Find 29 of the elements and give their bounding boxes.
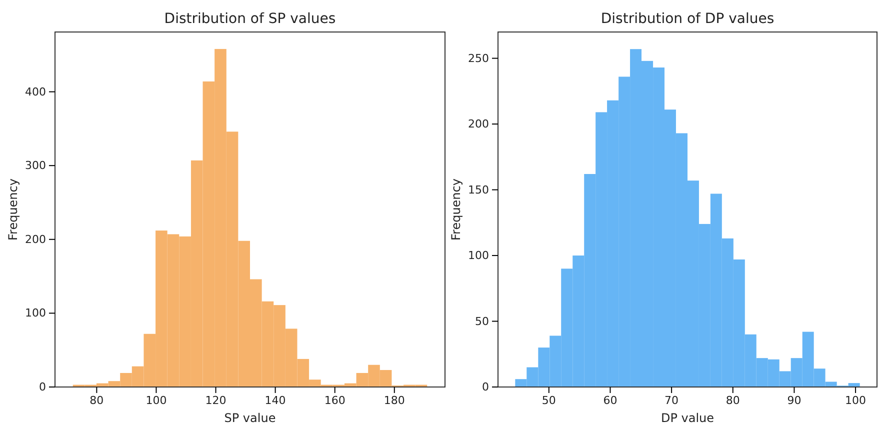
x-tick-label: 120 [205, 394, 226, 407]
x-tick-label: 50 [542, 394, 556, 407]
x-tick-label: 100 [845, 394, 866, 407]
chart-title: Distribution of DP values [600, 11, 774, 27]
x-tick-label: 90 [787, 394, 802, 407]
y-tick-label: 100 [468, 249, 489, 262]
y-tick-label: 200 [25, 232, 46, 246]
x-tick-label: 180 [384, 394, 405, 407]
y-axis-title: Frequency [449, 178, 463, 240]
x-axis-title: DP value [660, 411, 714, 425]
y-tick-label: 300 [25, 159, 46, 172]
x-tick-label: 140 [264, 394, 286, 407]
x-tick-label: 100 [146, 394, 167, 407]
y-tick-label: 0 [39, 380, 46, 394]
x-tick-label: 70 [664, 394, 679, 407]
y-tick-label: 200 [468, 118, 489, 131]
y-axis-title: Frequency [6, 178, 20, 240]
x-tick-label: 80 [726, 394, 740, 407]
y-tick-label: 150 [468, 183, 489, 196]
x-tick-label: 60 [603, 394, 618, 407]
x-tick-label: 160 [324, 394, 346, 407]
y-tick-label: 250 [468, 52, 489, 65]
y-tick-label: 400 [25, 85, 46, 98]
y-tick-label: 50 [475, 314, 489, 328]
x-axis-title: SP value [224, 411, 276, 425]
x-tick-label: 80 [90, 394, 104, 407]
chart-title: Distribution of SP values [164, 11, 336, 27]
y-tick-label: 0 [482, 380, 489, 394]
y-tick-label: 100 [25, 306, 46, 320]
